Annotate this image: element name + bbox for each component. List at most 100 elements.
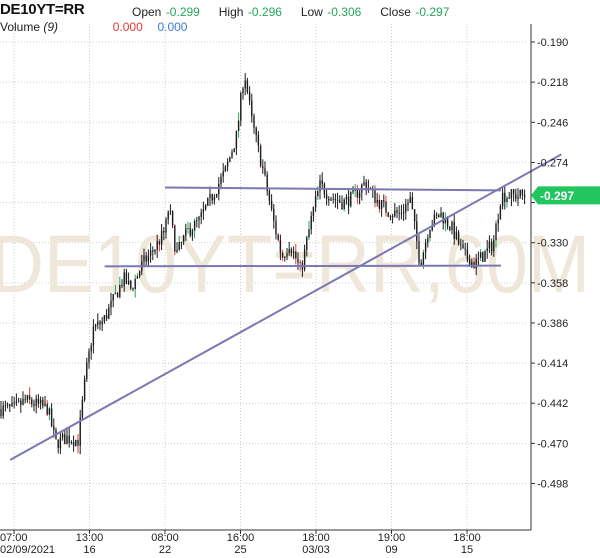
candle-body xyxy=(70,442,73,443)
y-tick-label: -0.386 xyxy=(537,318,568,330)
candle-body xyxy=(26,395,29,400)
candle-body xyxy=(154,249,156,252)
candle-body xyxy=(495,223,497,241)
candle-body xyxy=(171,211,174,226)
candle-body xyxy=(385,201,387,213)
candle-body xyxy=(374,189,376,203)
candle-body xyxy=(130,280,132,289)
candle-body xyxy=(64,434,66,445)
candle-body xyxy=(222,171,224,177)
candle-body xyxy=(394,210,396,217)
candle-body xyxy=(158,241,161,245)
candle-body xyxy=(15,401,18,403)
candle-body xyxy=(407,202,409,205)
ohlc-readout: Open -0.299 High -0.296 Low -0.306 Close… xyxy=(132,3,449,21)
candle-body xyxy=(462,244,464,249)
x-tick-time: 18:00 xyxy=(302,532,330,544)
candle-body xyxy=(295,251,297,259)
candle-body xyxy=(259,145,262,167)
candle-body xyxy=(512,189,515,194)
volume-value-blue: 0.000 xyxy=(157,20,188,34)
candle-body xyxy=(352,190,354,192)
candle-body xyxy=(420,262,422,266)
candle-body xyxy=(110,300,112,308)
candle-body xyxy=(286,253,288,257)
candle-body xyxy=(501,192,504,207)
candle-body xyxy=(127,280,130,284)
candle-body xyxy=(103,315,106,322)
candle-body xyxy=(132,288,134,290)
close-label: Close xyxy=(380,5,411,19)
candle-body xyxy=(134,278,136,290)
candle-body xyxy=(77,439,79,446)
candle-body xyxy=(343,199,345,210)
candle-body xyxy=(37,398,40,404)
candle-body xyxy=(308,229,310,238)
candle-body xyxy=(325,194,328,199)
candle-body xyxy=(253,116,255,128)
horizontal-level-line[interactable] xyxy=(164,186,501,192)
candle-body xyxy=(515,193,517,199)
candle-body xyxy=(97,321,99,325)
candle-body xyxy=(264,168,266,175)
candle-body xyxy=(83,378,86,400)
candle-body xyxy=(328,198,330,201)
candle-body xyxy=(479,252,482,258)
candle-body xyxy=(255,127,257,136)
candle-body xyxy=(200,212,202,217)
candle-body xyxy=(440,212,442,218)
candle-body xyxy=(9,404,11,407)
candle-body xyxy=(242,88,244,94)
candle-body xyxy=(314,196,317,207)
horizontal-level-line[interactable] xyxy=(104,264,501,268)
candle-body xyxy=(226,161,229,167)
candle-body xyxy=(306,237,308,250)
candle-body xyxy=(44,403,46,406)
candle-body xyxy=(330,199,332,201)
candle-body xyxy=(275,220,277,235)
open-label: Open xyxy=(132,5,162,19)
drawn-lines[interactable] xyxy=(9,153,562,461)
candle-body xyxy=(455,232,458,239)
candle-body xyxy=(75,439,77,446)
candle-body xyxy=(196,220,198,222)
candle-body xyxy=(182,235,185,243)
candle-body xyxy=(284,256,286,258)
x-tick-date: 03/03 xyxy=(302,544,330,556)
candle-body xyxy=(523,194,526,197)
candle-body xyxy=(402,211,405,214)
x-tick-time: 19:00 xyxy=(378,532,406,544)
y-tick-label: -0.442 xyxy=(537,398,568,410)
x-tick-date: 09 xyxy=(385,544,397,556)
candle-body xyxy=(521,189,524,195)
candle-body xyxy=(398,212,400,214)
candle-body xyxy=(143,255,145,262)
candle-body xyxy=(257,135,260,146)
candle-body xyxy=(433,214,436,226)
candle-body xyxy=(185,228,187,236)
candle-body xyxy=(292,251,295,253)
candle-body xyxy=(281,252,284,258)
candle-body xyxy=(187,228,189,229)
candle-body xyxy=(508,197,510,199)
trend-line[interactable] xyxy=(9,153,562,461)
y-axis[interactable]: -0.190 -0.218 -0.246 -0.274 -0.330 -0.358 -0.3… xyxy=(530,24,568,530)
candle-body xyxy=(312,206,315,216)
candle-body xyxy=(273,208,275,221)
candle-body xyxy=(488,241,491,249)
candle-body xyxy=(237,120,240,131)
volume-readout: Volume (9) 0.000 0.000 xyxy=(0,20,187,34)
last-price-value: -0.297 xyxy=(540,189,574,203)
candle-body xyxy=(350,191,352,207)
candle-body xyxy=(180,241,183,243)
candle-body xyxy=(460,244,462,246)
candle-body xyxy=(160,230,163,245)
candle-body xyxy=(477,257,480,259)
candle-body xyxy=(138,271,141,277)
candle-body xyxy=(319,180,321,191)
candle-body xyxy=(356,190,359,198)
candle-body xyxy=(204,205,207,210)
